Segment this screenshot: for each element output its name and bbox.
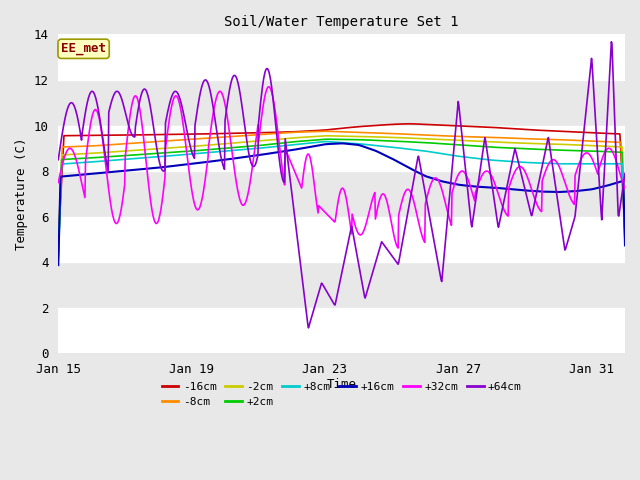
Bar — [58, 125, 625, 171]
Bar — [58, 216, 625, 262]
Title: Soil/Water Temperature Set 1: Soil/Water Temperature Set 1 — [225, 15, 459, 29]
Bar — [58, 35, 625, 80]
X-axis label: Time: Time — [326, 378, 356, 391]
Y-axis label: Temperature (C): Temperature (C) — [15, 138, 28, 250]
Bar — [58, 308, 625, 353]
Text: EE_met: EE_met — [61, 42, 106, 55]
Legend: -16cm, -8cm, -2cm, +2cm, +8cm, +16cm, +32cm, +64cm: -16cm, -8cm, -2cm, +2cm, +8cm, +16cm, +3… — [157, 377, 526, 412]
